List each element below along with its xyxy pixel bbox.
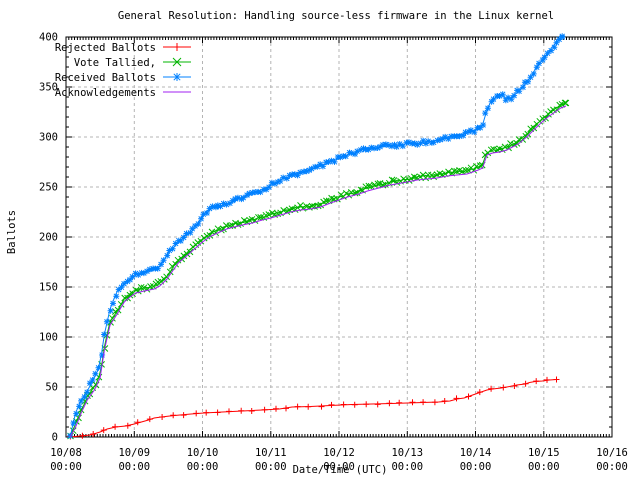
y-tick-label: 150 [39, 282, 58, 294]
x-tick-date: 10/13 [391, 447, 423, 459]
x-tick-time: 00:00 [255, 461, 287, 473]
x-tick-date: 10/16 [596, 447, 628, 459]
y-axis-label: Ballots [6, 210, 18, 254]
x-tick-date: 10/15 [528, 447, 560, 459]
x-tick-date: 10/12 [323, 447, 355, 459]
y-tick-label: 100 [39, 332, 58, 344]
series-line [69, 105, 567, 438]
series-vote-tallied [67, 99, 570, 440]
legend-item-received-ballots: Received Ballots [55, 72, 191, 84]
legend-item-vote-tallied: Vote Tallied, [74, 57, 191, 69]
legend-marker-sample [173, 73, 181, 81]
legend-label: Rejected Ballots [55, 42, 156, 54]
x-tick-time: 00:00 [323, 461, 355, 473]
chart-generated: 10/08 00:00 10/09 00:00 10/10 00:00 10/11 00:00… [39, 32, 628, 474]
y-tick-label: 350 [39, 82, 58, 94]
legend-label: Acknowledgements [55, 87, 156, 99]
plot-border [65, 36, 613, 438]
chart-title: General Resolution: Handling source-less… [118, 10, 554, 22]
x-tick-date: 10/08 [50, 447, 82, 459]
x-axis-label: Date/Time (UTC) [293, 464, 388, 476]
series-markers [67, 33, 566, 439]
y-tick-label: 400 [39, 32, 58, 44]
x-tick-time: 00:00 [596, 461, 628, 473]
x-tick-time: 00:00 [460, 461, 492, 473]
x-tick-date: 10/11 [255, 447, 287, 459]
legend-item-rejected-ballots: Rejected Ballots [55, 42, 191, 54]
x-tick-date: 10/14 [460, 447, 492, 459]
series-received-ballots [67, 33, 566, 439]
y-tick-label: 300 [39, 132, 58, 144]
x-tick-time: 00:00 [391, 461, 423, 473]
x-tick-date: 10/09 [118, 447, 150, 459]
legend-item-acknowledgements: Acknowledgements [55, 87, 191, 99]
y-tick-label: 0 [52, 432, 58, 444]
y-tick-label: 50 [45, 382, 58, 394]
x-tick-time: 00:00 [118, 461, 150, 473]
series-rejected-ballots [67, 376, 560, 440]
x-tick-labels: 10/08 00:00 10/09 00:00 10/10 00:00 10/11 00:00… [50, 447, 628, 473]
x-tick-time: 00:00 [50, 461, 82, 473]
legend-label: Vote Tallied, [74, 57, 156, 69]
y-tick-label: 200 [39, 232, 58, 244]
y-tick-labels: 0 50 100 150 200 250 300 350 400 [39, 32, 58, 444]
legend-marker-sample [173, 43, 181, 51]
x-tick-time: 00:00 [528, 461, 560, 473]
y-tick-label: 250 [39, 182, 58, 194]
legend-label: Received Ballots [55, 72, 156, 84]
x-tick-date: 10/10 [187, 447, 219, 459]
x-tick-time: 00:00 [187, 461, 219, 473]
series-acknowledgements [69, 105, 567, 438]
legend-marker-sample [172, 57, 182, 67]
legend: Rejected Ballots Vote Tallied, Received Ba… [55, 42, 191, 99]
